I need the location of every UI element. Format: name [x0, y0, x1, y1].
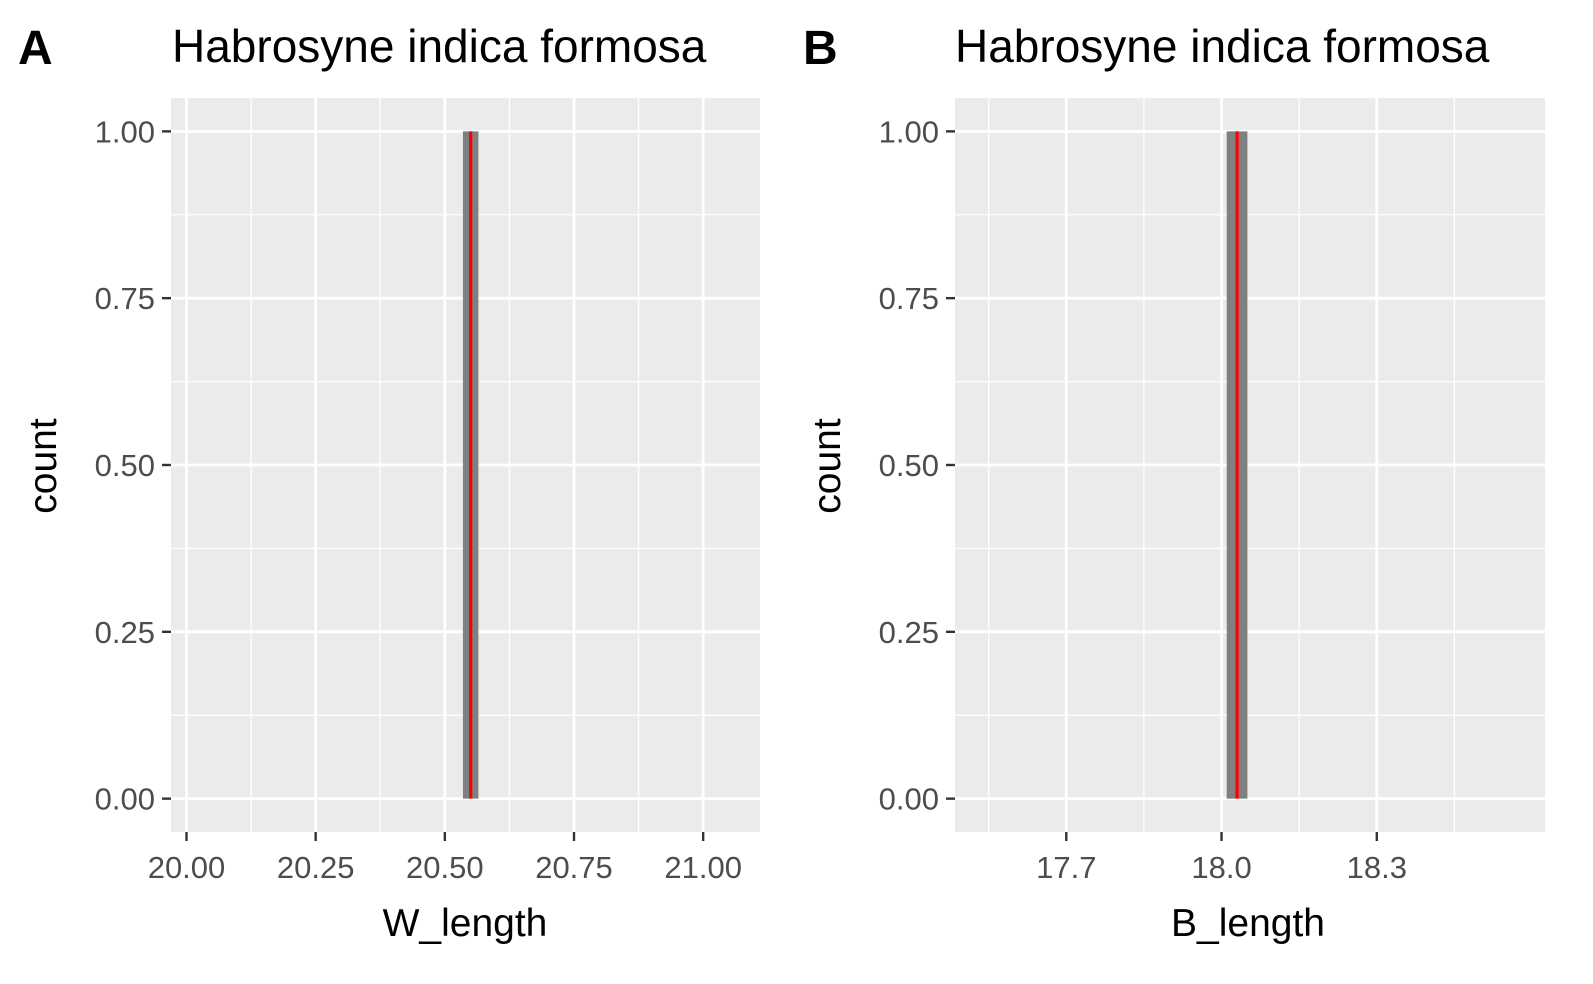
- x-tick-label: 20.75: [535, 850, 613, 885]
- y-tick-label: 0.50: [879, 448, 939, 483]
- y-tick-label: 1.00: [95, 114, 155, 149]
- y-tick-label: 0.00: [95, 782, 155, 817]
- panel-a-x-axis-title: W_length: [383, 902, 548, 945]
- y-tick-label: 0.25: [95, 615, 155, 650]
- panel-a-y-axis-title: count: [22, 418, 65, 514]
- x-tick-label: 17.7: [1036, 850, 1096, 885]
- panel-b-x-axis-title: B_length: [1171, 902, 1325, 945]
- y-tick-label: 1.00: [879, 114, 939, 149]
- x-tick-label: 18.3: [1347, 850, 1407, 885]
- x-tick-label: 20.25: [277, 850, 355, 885]
- panel-a-x-axis: 20.00 20.25 20.50 20.75 21.00: [148, 832, 742, 885]
- panel-a-y-axis: 0.00 0.25 0.50 0.75 1.00: [95, 114, 171, 817]
- panel-a: A Habrosyne indica formosa 0.000.250.500…: [18, 20, 760, 945]
- panel-b-y-axis: 0.00 0.25 0.50 0.75 1.00: [879, 114, 955, 817]
- panel-b: B Habrosyne indica formosa 0.000.250.500…: [803, 20, 1545, 945]
- y-tick-label: 0.25: [879, 615, 939, 650]
- panel-b-title: Habrosyne indica formosa: [955, 20, 1490, 72]
- y-tick-label: 0.75: [879, 281, 939, 316]
- y-tick-label: 0.00: [879, 782, 939, 817]
- panel-b-x-axis: 17.7 18.0 18.3: [1036, 832, 1407, 885]
- x-tick-label: 21.00: [664, 850, 742, 885]
- x-tick-label: 20.50: [406, 850, 484, 885]
- y-tick-label: 0.75: [95, 281, 155, 316]
- panel-b-grid: [955, 98, 1545, 832]
- panel-b-tag: B: [803, 22, 838, 75]
- panel-b-y-axis-title: count: [806, 418, 849, 514]
- panel-a-title: Habrosyne indica formosa: [172, 20, 707, 72]
- x-tick-label: 18.0: [1191, 850, 1251, 885]
- y-tick-label: 0.50: [95, 448, 155, 483]
- panel-a-tag: A: [18, 22, 53, 75]
- x-tick-label: 20.00: [148, 850, 226, 885]
